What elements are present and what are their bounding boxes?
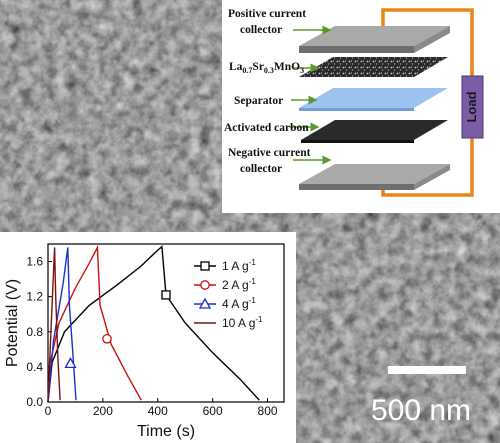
cathode-sub3: 3: [300, 66, 304, 75]
series-line-3: [47, 247, 61, 403]
series-line-1: [47, 244, 142, 403]
series-marker-1: [102, 333, 112, 344]
positive-collector-label-2: collector: [240, 24, 282, 36]
plot-frame: [47, 243, 285, 403]
chart-panel: [0, 232, 296, 443]
y-tick-label: 1.2: [26, 290, 43, 304]
legend-superscript-0: -1: [249, 258, 257, 267]
cathode-tail: MnO: [274, 61, 300, 73]
cathode-label: La0.7Sr0.3MnO3: [229, 61, 304, 75]
scale-bar-line: [388, 366, 466, 374]
load-box: [461, 75, 484, 139]
series-marker-0: [161, 290, 171, 300]
legend-marker-0: [200, 261, 210, 271]
cathode-sub1: 0.7: [242, 66, 252, 75]
negative-collector-label-1: Negative current: [228, 147, 311, 159]
cathode-mid: Sr: [252, 61, 264, 73]
separator-label: Separator: [234, 95, 283, 107]
y-axis-label: Potential (V): [4, 279, 21, 367]
schematic-inset: Load Positive current: [222, 0, 500, 213]
activated-carbon-layer: [301, 120, 448, 143]
cathode-base: La: [229, 61, 243, 73]
x-tick-label: 200: [93, 404, 113, 418]
cathode-sub2: 0.3: [264, 66, 274, 75]
activated-carbon-label: Activated carbon: [224, 122, 309, 134]
y-tick-label: 1.6: [26, 255, 43, 269]
x-tick-label: 0: [45, 404, 52, 418]
y-tick-label: 0.8: [26, 325, 43, 339]
legend-superscript-3: -1: [255, 315, 263, 324]
load-label: Load: [464, 91, 479, 122]
negative-collector-layer: [299, 164, 450, 190]
legend-superscript-1: -1: [249, 277, 257, 286]
x-tick-label: 600: [203, 404, 223, 418]
legend-superscript-2: -1: [249, 296, 257, 305]
x-tick-label: 800: [258, 404, 278, 418]
scale-bar-label: 500 nm: [371, 394, 471, 427]
x-axis-label: Time (s): [137, 423, 195, 440]
legend-label-2: 4 A g-1: [222, 296, 256, 311]
y-tick-label: 0.4: [26, 360, 43, 374]
legend-label-3: 10 A g-1: [222, 315, 263, 330]
y-tick-label: 0.0: [26, 395, 43, 409]
chart-inset: 0 200 400 600 800 0.0 0.4 0.8 1.2 1.6 Time (s) Pote…: [0, 232, 296, 443]
legend-label-0: 1 A g-1: [222, 258, 256, 273]
separator-layer: [299, 88, 448, 111]
positive-collector-layer: [299, 26, 450, 53]
plot-area: 0 200 400 600 800 0.0 0.4 0.8 1.2 1.6 Time (s) Pote…: [4, 243, 285, 440]
legend-marker-2: [198, 297, 212, 309]
legend-label-1: 2 A g-1: [222, 277, 256, 292]
series-line-2: [47, 247, 77, 403]
x-tick-label: 400: [148, 404, 168, 418]
series-line-0: [47, 245, 260, 403]
positive-collector-label-1: Positive current: [228, 8, 306, 20]
lsmo-layer: [299, 57, 448, 77]
legend-marker-1: [200, 280, 210, 290]
scale-bar: 500 nm: [371, 366, 471, 427]
series-marker-2: [64, 357, 77, 369]
negative-collector-label-2: collector: [240, 163, 282, 175]
